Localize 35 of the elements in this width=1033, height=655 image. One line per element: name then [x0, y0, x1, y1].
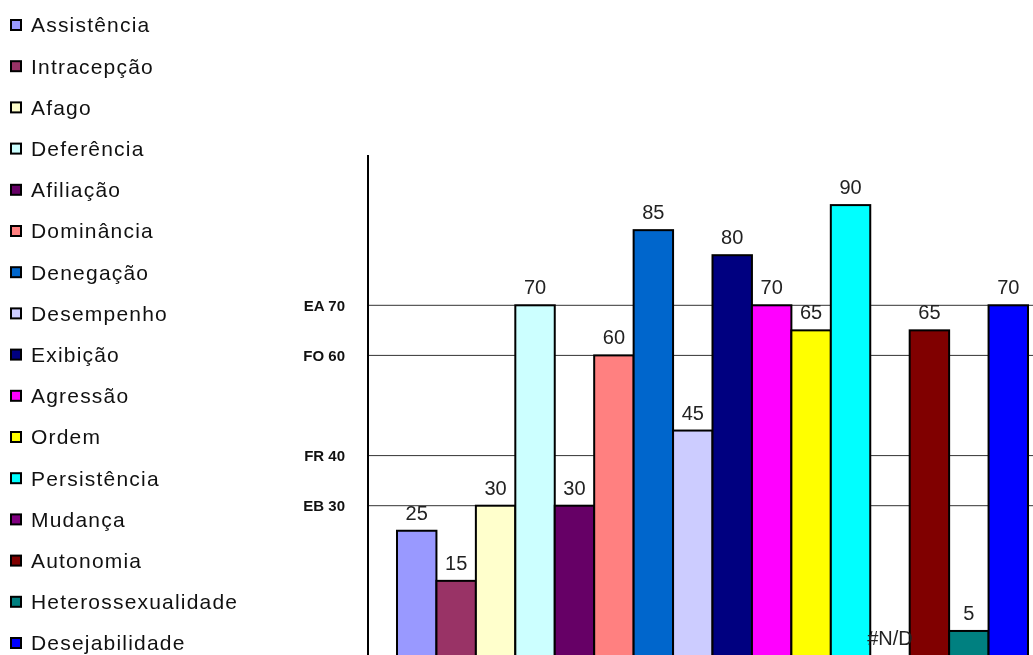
data-label: 70	[523, 276, 547, 299]
legend-label: Heterossexualidade	[31, 590, 239, 614]
legend-label: Ordem	[31, 425, 102, 449]
data-label: 80	[721, 226, 744, 249]
data-label: 70	[997, 276, 1020, 299]
legend-label: Mudança	[31, 507, 126, 531]
legend-label: Denegação	[31, 260, 150, 284]
data-label: 90	[839, 176, 862, 199]
legend-label: Assistência	[31, 13, 151, 37]
legend-label: Desejabilidade	[31, 631, 186, 655]
ref-line-label: FO 60	[303, 346, 345, 364]
data-label: 45	[681, 401, 704, 424]
legend-label: Desempenho	[31, 301, 168, 325]
data-label: 65	[799, 301, 823, 324]
ref-line-label: EB 30	[303, 496, 345, 514]
data-label: 85	[642, 201, 665, 224]
legend-label: Autonomia	[31, 548, 143, 572]
ref-line-label: FR 40	[304, 446, 345, 464]
data-label: 65	[918, 301, 941, 324]
data-label: 25	[405, 501, 428, 524]
data-label: 30	[484, 476, 507, 499]
data-label: 5	[963, 601, 975, 624]
legend-label: Exibição	[31, 342, 120, 366]
data-label: 15	[445, 551, 468, 574]
legend-label: Deferência	[31, 136, 145, 160]
ref-line-label: EA 70	[303, 296, 345, 314]
legend-label: Dominância	[31, 219, 154, 243]
data-label: 30	[563, 476, 586, 499]
legend-label: Afago	[31, 95, 92, 119]
legend-label: Intracepção	[31, 54, 154, 78]
data-label: 70	[760, 276, 783, 299]
legend-label: Agressão	[31, 384, 130, 408]
data-label: 60	[602, 326, 626, 349]
legend-label: Persistência	[31, 466, 160, 490]
legend-label: Afiliação	[31, 178, 122, 202]
